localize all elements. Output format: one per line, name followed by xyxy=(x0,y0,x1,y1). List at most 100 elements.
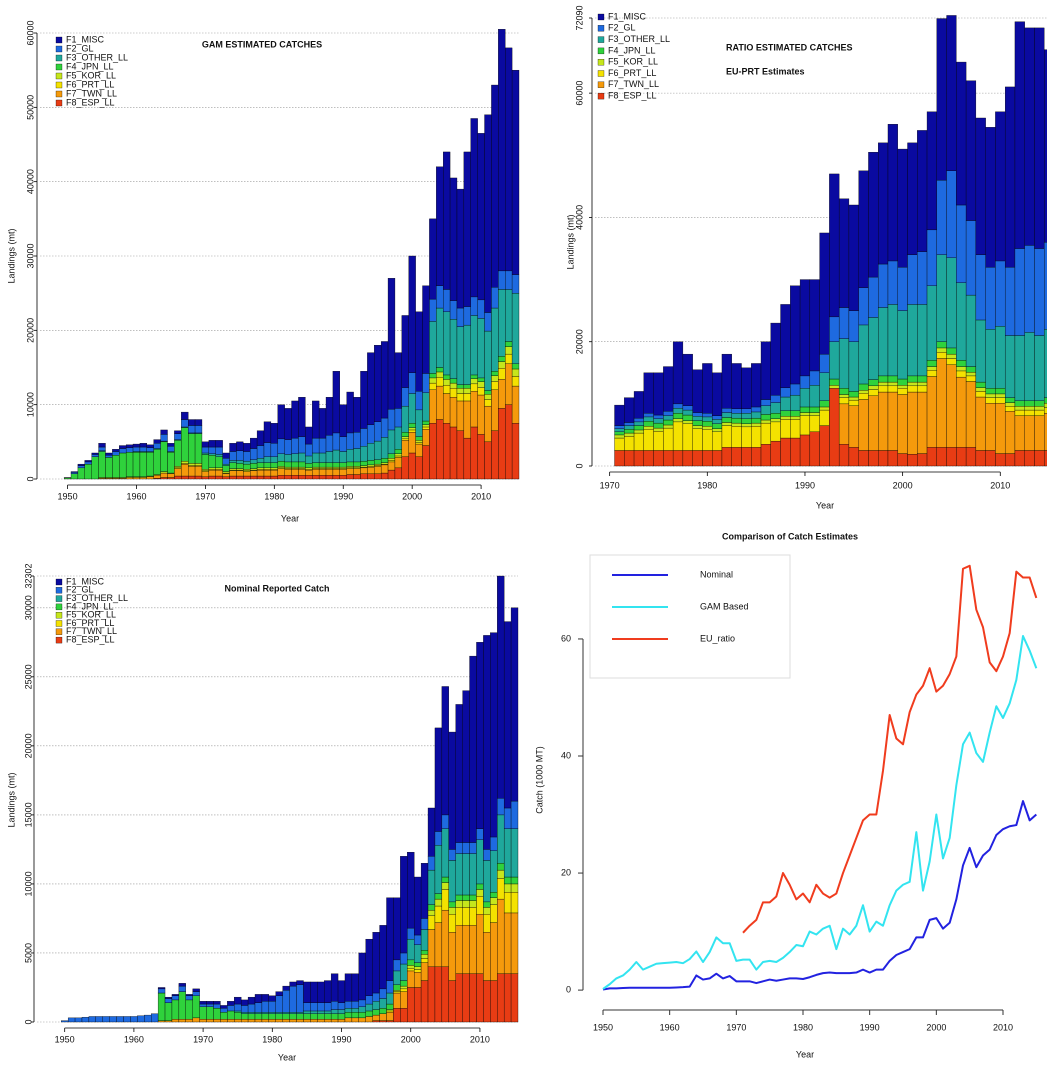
bar-segment xyxy=(907,254,918,305)
bar-segment xyxy=(312,469,320,476)
x-tick-label: 2010 xyxy=(471,491,491,501)
bar-segment xyxy=(429,298,437,322)
bar-segment xyxy=(712,431,723,451)
bar-segment xyxy=(250,463,258,469)
bar-segment xyxy=(790,437,801,467)
bar-segment xyxy=(975,387,986,392)
bar-segment xyxy=(275,995,283,1013)
bar-segment xyxy=(192,991,200,996)
bar-segment xyxy=(181,427,189,462)
bar-segment xyxy=(643,421,654,427)
bar-segment xyxy=(367,443,375,461)
bar-segment xyxy=(462,690,470,843)
bar-segment xyxy=(936,352,947,359)
bar-segment xyxy=(332,466,340,469)
bar-segment xyxy=(157,1020,166,1023)
x-tick-label: 1990 xyxy=(795,480,815,490)
legend-label: F3_OTHER_LL xyxy=(608,34,670,44)
bar-segment xyxy=(132,452,141,477)
bar-segment xyxy=(436,307,444,368)
bar-segment xyxy=(1034,27,1045,249)
bar-segment xyxy=(672,450,684,467)
bar-segment xyxy=(146,476,154,480)
bar-segment xyxy=(325,434,334,452)
bar-segment xyxy=(490,632,498,838)
bar-segment xyxy=(926,366,937,371)
bar-segment xyxy=(484,312,492,332)
bar-segment xyxy=(760,444,771,467)
bar-segment xyxy=(770,440,781,467)
bar-segment xyxy=(277,404,285,440)
bar-segment xyxy=(137,1015,145,1023)
bar-segment xyxy=(91,454,99,457)
bar-segment xyxy=(624,450,635,467)
bar-segment xyxy=(427,929,436,967)
bar-segment xyxy=(449,397,458,428)
bar-segment xyxy=(206,1006,214,1020)
y-tick-label: 15000 xyxy=(23,802,33,827)
bar-segment xyxy=(436,376,444,387)
x-tick-label: 2000 xyxy=(926,1022,946,1032)
bar-segment xyxy=(483,860,491,903)
bar-segment xyxy=(213,1008,221,1020)
bar-segment xyxy=(436,285,444,309)
bar-segment xyxy=(809,279,820,372)
bar-segment xyxy=(946,347,957,355)
bar-segment xyxy=(497,869,505,879)
bar-segment xyxy=(614,425,625,429)
bar-segment xyxy=(1024,332,1035,401)
bar-segment xyxy=(456,430,465,480)
bar-segment xyxy=(702,363,713,414)
bar-segment xyxy=(946,170,957,258)
bar-segment xyxy=(780,387,791,398)
bar-segment xyxy=(505,289,513,342)
bar-segment xyxy=(985,403,996,451)
bar-segment xyxy=(132,443,141,448)
bar-segment xyxy=(731,426,742,448)
bar-segment xyxy=(907,454,918,467)
bar-segment xyxy=(380,462,389,465)
bar-segment xyxy=(455,925,463,974)
bar-segment xyxy=(310,1019,318,1023)
y-axis-label: Landings (mt) xyxy=(6,228,16,283)
bar-segment xyxy=(995,397,1006,404)
bar-segment xyxy=(926,376,937,448)
bar-segment xyxy=(497,863,505,871)
y-tick-label: 50000 xyxy=(25,95,35,120)
bar-segment xyxy=(503,883,512,893)
bar-segment xyxy=(386,1020,394,1023)
bar-segment xyxy=(291,466,299,469)
bar-segment xyxy=(741,367,752,410)
bar-segment xyxy=(829,388,840,467)
bar-segment xyxy=(985,266,996,330)
bar-segment xyxy=(243,460,251,465)
bar-segment xyxy=(663,419,674,426)
bar-segment xyxy=(712,415,723,420)
bar-segment xyxy=(393,984,401,991)
bar-segment xyxy=(483,635,491,850)
bar-segment xyxy=(263,475,272,480)
bar-segment xyxy=(643,429,654,451)
bar-segment xyxy=(672,341,684,405)
bar-segment xyxy=(174,433,182,440)
bar-segment xyxy=(164,996,173,999)
y-axis-label: Catch (1000 MT) xyxy=(534,746,544,814)
bar-segment xyxy=(462,900,470,908)
bar-segment xyxy=(663,366,674,412)
bar-segment xyxy=(470,426,478,480)
bar-segment xyxy=(470,383,478,392)
y-tick-label: 20 xyxy=(561,867,571,877)
bar-segment xyxy=(476,889,484,897)
bar-segment xyxy=(799,415,811,436)
bar-segment xyxy=(318,462,327,468)
bar-segment xyxy=(317,1019,325,1023)
x-axis-label: Year xyxy=(816,500,834,510)
bar-segment xyxy=(360,428,368,447)
bar-segment xyxy=(897,394,908,454)
bar-segment xyxy=(408,255,416,373)
bar-segment xyxy=(907,391,918,455)
y-tick-label: 60 xyxy=(561,633,571,643)
legend-label: F2_GL xyxy=(66,585,94,595)
bar-segment xyxy=(199,1006,207,1020)
bar-segment xyxy=(809,385,820,408)
